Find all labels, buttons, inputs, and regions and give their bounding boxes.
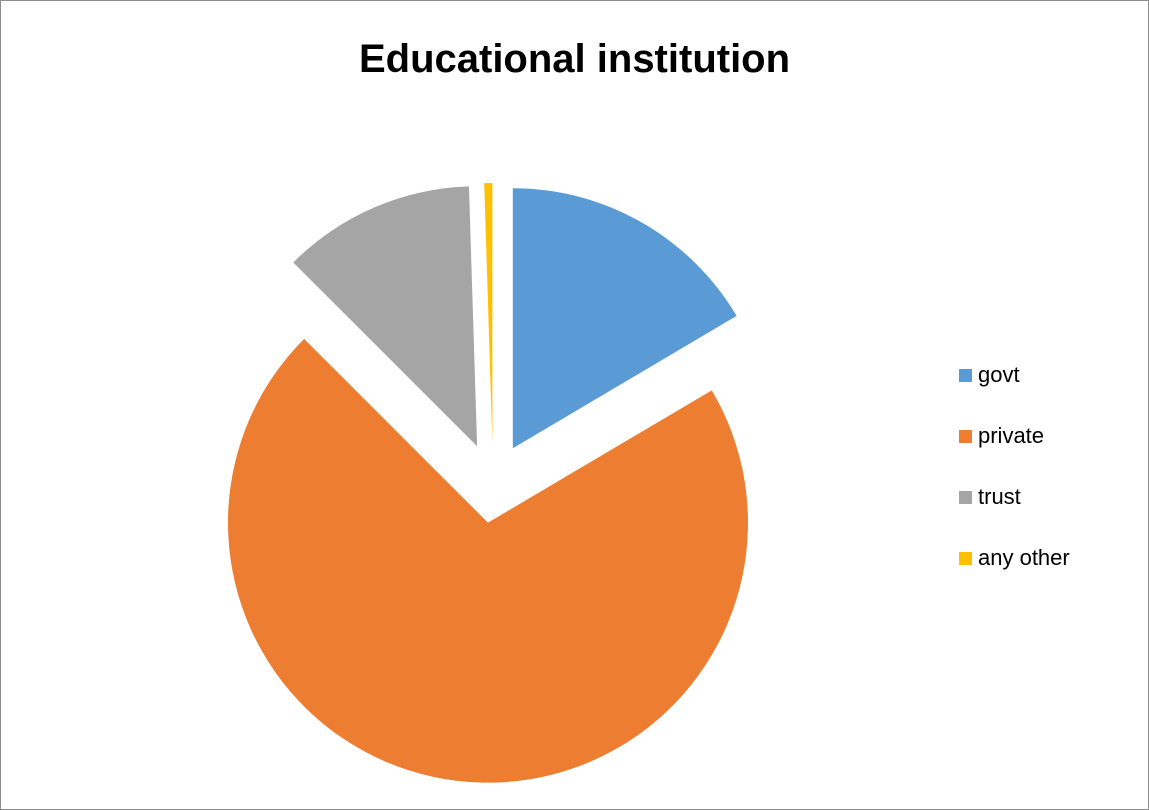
legend-label: govt: [978, 362, 1020, 387]
pie-slices: [227, 183, 748, 783]
pie-slice-any-other: [484, 183, 493, 443]
legend-label: trust: [978, 484, 1021, 509]
legend-item-trust: trust: [959, 483, 1070, 511]
legend: govt private trust any other: [959, 361, 1070, 605]
legend-label: any other: [978, 545, 1070, 570]
legend-swatch: [959, 551, 972, 565]
legend-item-govt: govt: [959, 361, 1070, 389]
pie-slice-private: [227, 338, 748, 783]
legend-item-private: private: [959, 422, 1070, 450]
chart-title: Educational institution: [358, 37, 791, 81]
pie-slice-trust: [293, 186, 478, 447]
pie-slice-govt: [512, 188, 737, 449]
legend-item-any-other: any other: [959, 544, 1070, 572]
legend-label: private: [978, 423, 1045, 448]
legend-swatch: [959, 490, 972, 504]
legend-swatch: [959, 368, 972, 382]
legend-swatch: [959, 429, 972, 443]
